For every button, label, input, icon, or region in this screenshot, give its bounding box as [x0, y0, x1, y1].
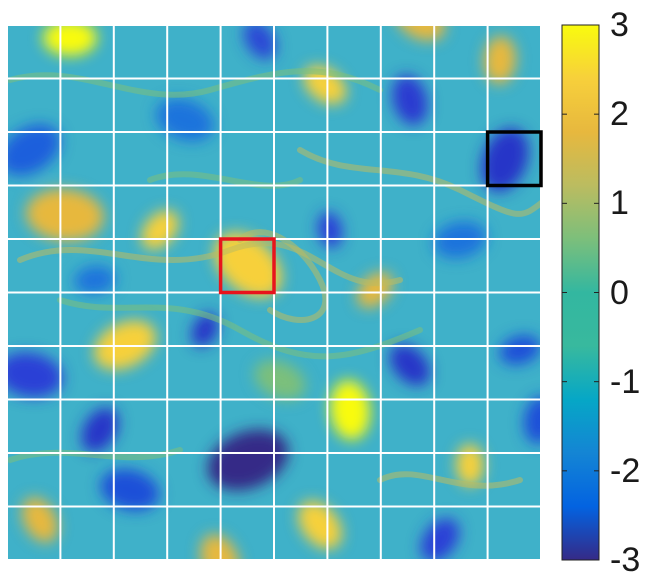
- field-streak: [7, 447, 183, 463]
- colorbar-tick-label: 3: [610, 6, 629, 44]
- colorbar: [561, 24, 600, 561]
- field-streak: [237, 229, 329, 323]
- field-blob: [420, 518, 460, 560]
- grid-lines: [6, 24, 542, 561]
- field-blob: [298, 501, 342, 549]
- field-blob: [74, 265, 116, 295]
- colorbar-tick-label: 0: [610, 273, 629, 312]
- field-blob: [329, 380, 371, 440]
- field-blob: [7, 124, 61, 176]
- highlight-boxes: [218, 130, 543, 295]
- black-box: [485, 130, 543, 188]
- red-box: [218, 237, 276, 295]
- field-blob: [7, 352, 63, 398]
- field-blob: [394, 25, 446, 41]
- colorbar-tick-label: 2: [610, 95, 629, 134]
- field-blob: [21, 497, 59, 543]
- colorbar-tick-label: -2: [610, 451, 641, 490]
- field-streak: [17, 240, 403, 287]
- field-blob: [155, 98, 215, 142]
- field-blob: [481, 128, 529, 192]
- field-blob: [392, 75, 428, 125]
- field-blob: [100, 469, 160, 511]
- field-streak: [377, 471, 523, 489]
- field-streak: [297, 147, 541, 217]
- field-blob: [81, 407, 119, 453]
- field-blob: [254, 360, 306, 400]
- field-blob: [389, 344, 431, 386]
- field-blob: [207, 429, 289, 491]
- field-blob: [243, 25, 277, 60]
- field-blob: [200, 534, 240, 560]
- field-blob: [191, 312, 219, 348]
- colorbar-ticks: [562, 24, 599, 561]
- field-blob: [499, 335, 541, 365]
- colorbar-tick-label: 1: [610, 184, 629, 223]
- colorbar-tick-label: -3: [610, 541, 641, 579]
- field-blob: [455, 444, 485, 486]
- field-blob: [483, 36, 517, 84]
- field-blob: [43, 25, 97, 56]
- field-blob: [26, 188, 104, 242]
- colorbar-tick-label: -1: [610, 362, 641, 401]
